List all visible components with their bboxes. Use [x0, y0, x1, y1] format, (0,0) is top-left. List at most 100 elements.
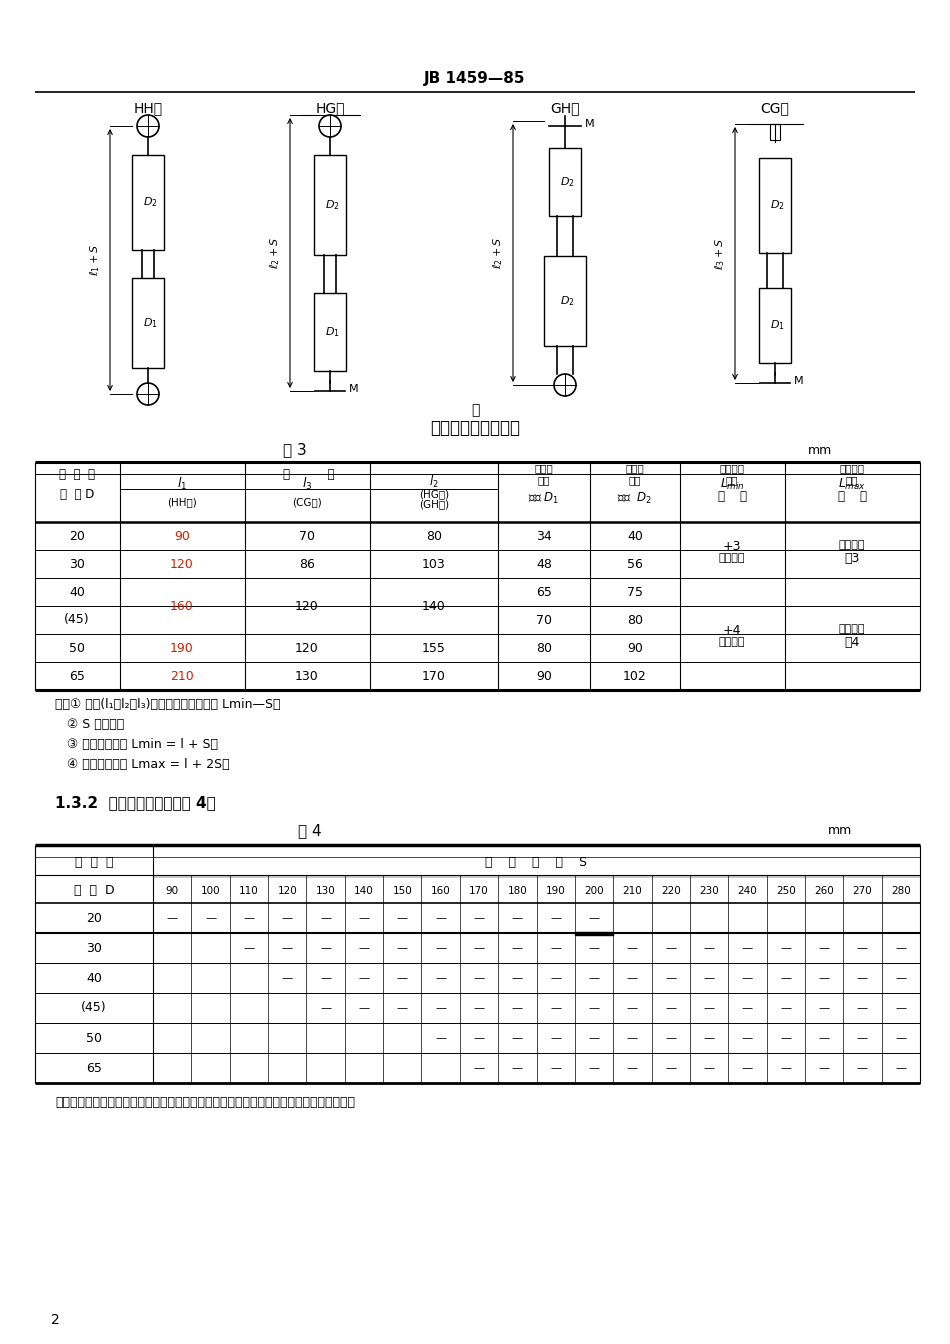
Text: —: —	[704, 943, 714, 953]
Text: 外径  $D_2$: 外径 $D_2$	[618, 491, 653, 505]
Text: —: —	[281, 913, 293, 923]
Text: 270: 270	[852, 886, 872, 896]
Text: $l_2$: $l_2$	[429, 474, 439, 491]
Text: ④ 最大拉伸长度 Lmax = l + 2S。: ④ 最大拉伸长度 Lmax = l + 2S。	[55, 758, 230, 771]
Text: (HG型): (HG型)	[419, 489, 449, 499]
Text: —: —	[512, 973, 523, 982]
Text: —: —	[819, 1034, 829, 1043]
Text: —: —	[397, 943, 408, 953]
Text: HG型: HG型	[315, 101, 345, 116]
Text: —: —	[857, 973, 868, 982]
Text: －3: －3	[845, 551, 860, 564]
Text: 40: 40	[69, 586, 85, 598]
Text: —: —	[588, 913, 599, 923]
Text: —: —	[397, 973, 408, 982]
Text: —: —	[857, 1063, 868, 1073]
Text: $D_1$: $D_1$	[325, 325, 339, 339]
Text: —: —	[588, 1034, 599, 1043]
Text: 100: 100	[200, 886, 220, 896]
Text: 50: 50	[86, 1031, 102, 1044]
Text: —: —	[627, 973, 638, 982]
Text: 180: 180	[507, 886, 527, 896]
Text: 表 3: 表 3	[283, 442, 307, 457]
Text: —: —	[435, 1003, 446, 1013]
Text: HH型: HH型	[133, 101, 162, 116]
Text: 120: 120	[295, 599, 319, 613]
Text: —: —	[895, 1034, 906, 1043]
Text: —: —	[665, 1063, 676, 1073]
Text: —: —	[281, 943, 293, 953]
Text: —: —	[627, 1003, 638, 1013]
Bar	[759, 159, 791, 253]
Text: 34: 34	[536, 530, 552, 543]
Text: 90: 90	[627, 641, 643, 655]
Text: M: M	[585, 120, 595, 129]
Text: —: —	[473, 913, 485, 923]
Text: —: —	[358, 1003, 370, 1013]
Text: $D_1$: $D_1$	[142, 316, 158, 329]
Text: —: —	[512, 913, 523, 923]
Text: —: —	[780, 943, 791, 953]
Text: 工  作  缸: 工 作 缸	[75, 856, 113, 868]
Text: —: —	[627, 1063, 638, 1073]
Text: —: —	[512, 1063, 523, 1073]
Text: 140: 140	[354, 886, 373, 896]
Text: 160: 160	[430, 886, 450, 896]
Text: —: —	[473, 943, 485, 953]
Text: —: —	[627, 1034, 638, 1043]
Text: —: —	[704, 1063, 714, 1073]
Text: —: —	[627, 943, 638, 953]
Text: $D_2$: $D_2$	[560, 175, 575, 190]
Text: 150: 150	[392, 886, 412, 896]
Text: 48: 48	[536, 558, 552, 570]
Text: —: —	[512, 943, 523, 953]
Bar	[132, 155, 164, 250]
Text: —: —	[704, 973, 714, 982]
Text: 120: 120	[295, 641, 319, 655]
Text: 200: 200	[584, 886, 604, 896]
Text: 40: 40	[86, 972, 102, 985]
Text: M: M	[794, 376, 804, 386]
Text: $L_{max}$: $L_{max}$	[838, 477, 866, 492]
Text: 90: 90	[536, 669, 552, 683]
Text: 170: 170	[422, 669, 446, 683]
Text: —: —	[780, 1034, 791, 1043]
Text: 2: 2	[50, 1313, 59, 1327]
Text: (HH型): (HH型)	[167, 497, 197, 507]
Text: —: —	[397, 1003, 408, 1013]
Text: $D_1$: $D_1$	[770, 319, 785, 332]
Bar	[314, 293, 346, 371]
Text: 103: 103	[422, 558, 446, 570]
Text: 允    差: 允 差	[838, 489, 866, 503]
Text: ② S 为行程。: ② S 为行程。	[55, 719, 124, 731]
Text: 130: 130	[295, 669, 319, 683]
Text: 注：① 基长(l₁、l₂、l₃)为设计尺寸，其値为 Lmin—S。: 注：① 基长(l₁、l₂、l₃)为设计尺寸，其値为 Lmin—S。	[55, 699, 280, 711]
Text: 86: 86	[299, 558, 315, 570]
Text: 220: 220	[661, 886, 680, 896]
Text: 70: 70	[299, 530, 315, 543]
Text: —: —	[320, 973, 332, 982]
Text: —: —	[704, 1034, 714, 1043]
Text: —: —	[665, 1034, 676, 1043]
Text: 110: 110	[239, 886, 258, 896]
Text: 130: 130	[315, 886, 335, 896]
Text: —: —	[819, 1063, 829, 1073]
Text: 260: 260	[814, 886, 834, 896]
Text: $D_2$: $D_2$	[142, 195, 158, 208]
Text: $l_3$: $l_3$	[302, 476, 313, 492]
Text: 65: 65	[536, 586, 552, 598]
Text: —: —	[550, 973, 561, 982]
Text: —: —	[665, 973, 676, 982]
Text: $D_2$: $D_2$	[325, 198, 339, 212]
Text: 65: 65	[86, 1062, 102, 1074]
Text: 工  作  缸: 工 作 缸	[59, 468, 95, 481]
Text: 负值不限: 负值不限	[719, 637, 745, 646]
Text: 30: 30	[86, 942, 102, 954]
Text: —: —	[281, 973, 293, 982]
Text: $D_2$: $D_2$	[560, 294, 575, 308]
Text: 250: 250	[776, 886, 796, 896]
Text: (45): (45)	[65, 613, 90, 626]
Bar	[549, 148, 581, 216]
Text: 240: 240	[737, 886, 757, 896]
Text: —: —	[857, 1034, 868, 1043]
